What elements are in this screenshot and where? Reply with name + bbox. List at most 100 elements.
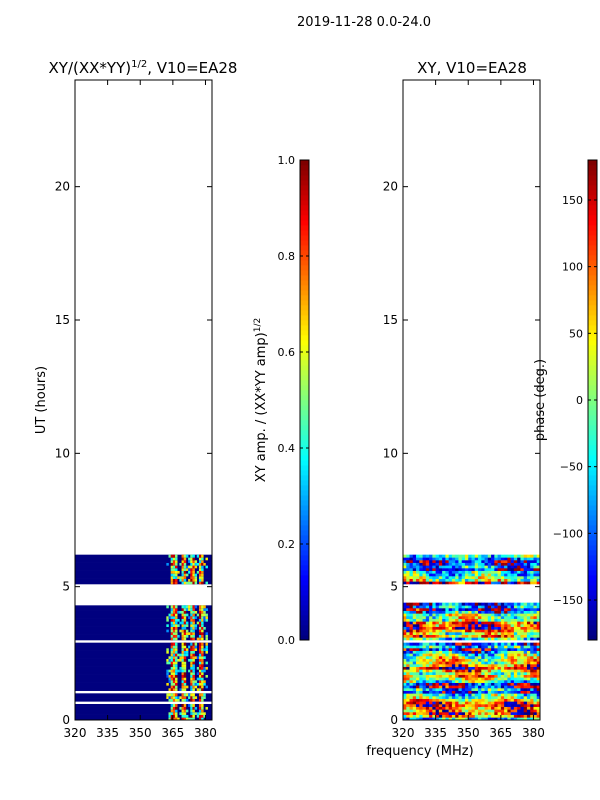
- heatmap-cell: [484, 645, 489, 649]
- heatmap-cell: [198, 626, 202, 630]
- heatmap-cell: [520, 642, 524, 646]
- heatmap-cell: [474, 712, 479, 715]
- heatmap-cell: [487, 573, 492, 577]
- heatmap-cell: [429, 616, 433, 619]
- heatmap-cell: [183, 616, 187, 619]
- heatmap-cell: [192, 672, 195, 675]
- heatmap-cell: [478, 626, 482, 630]
- heatmap-cell: [419, 610, 423, 614]
- heatmap-cell: [533, 661, 538, 665]
- heatmap-cell: [484, 613, 489, 617]
- heatmap-cell: [536, 626, 541, 630]
- heatmap-cell: [194, 578, 198, 582]
- heatmap-cell: [468, 618, 472, 622]
- heatmap-cell: [455, 624, 459, 627]
- heatmap-cell: [168, 717, 171, 721]
- heatmap-cell: [513, 688, 518, 691]
- heatmap-cell: [504, 680, 508, 683]
- heatmap-cell: [196, 688, 200, 691]
- colorbar-segment: [588, 315, 597, 321]
- heatmap-cell: [500, 709, 505, 713]
- heatmap-cell: [484, 677, 489, 681]
- heatmap-cell: [478, 608, 482, 611]
- heatmap-cell: [445, 608, 449, 611]
- heatmap-cell: [183, 576, 187, 579]
- heatmap-cell: [422, 573, 427, 577]
- heatmap-cell: [435, 677, 440, 681]
- heatmap-cell: [474, 669, 479, 673]
- heatmap-cell: [198, 658, 202, 662]
- heatmap-cell: [201, 653, 204, 657]
- heatmap-cell: [484, 581, 489, 585]
- heatmap-cell: [468, 613, 472, 617]
- heatmap-cell: [188, 717, 191, 721]
- heatmap-cell: [435, 717, 440, 721]
- heatmap-cell: [520, 568, 524, 571]
- heatmap-cell: [478, 578, 482, 582]
- colorbar-segment: [588, 340, 597, 346]
- heatmap-cell: [172, 581, 176, 585]
- heatmap-cell: [455, 578, 459, 582]
- heatmap-cell: [425, 568, 430, 571]
- heatmap-cell: [175, 704, 178, 707]
- heatmap-cell: [494, 642, 498, 646]
- heatmap-cell: [497, 624, 502, 627]
- heatmap-cell: [526, 557, 531, 561]
- heatmap-cell: [403, 565, 407, 569]
- heatmap-cell: [468, 658, 472, 662]
- heatmap-cell: [168, 674, 171, 678]
- heatmap-cell: [520, 613, 524, 617]
- heatmap-cell: [484, 685, 489, 689]
- heatmap-cell: [497, 690, 502, 694]
- heatmap-cell: [500, 581, 505, 585]
- heatmap-cell: [481, 568, 485, 571]
- heatmap-cell: [451, 653, 456, 657]
- heatmap-cell: [526, 688, 531, 691]
- heatmap-cell: [497, 613, 502, 617]
- heatmap-cell: [500, 621, 505, 625]
- heatmap-cell: [533, 634, 538, 638]
- heatmap-cell: [183, 712, 187, 715]
- heatmap-cell: [510, 685, 515, 689]
- heatmap-cell: [406, 613, 410, 617]
- heatmap-cell: [175, 650, 178, 654]
- heatmap-cell: [500, 616, 505, 619]
- heatmap-cell: [526, 642, 531, 646]
- heatmap-cell: [504, 661, 508, 665]
- x-tick-label: 380: [194, 726, 217, 740]
- heatmap-cell: [175, 573, 178, 577]
- amplitude-colorbar-gradient: [300, 160, 309, 641]
- heatmap-cell: [513, 608, 518, 611]
- colorbar-segment: [588, 165, 597, 171]
- heatmap-cell: [185, 648, 189, 651]
- heatmap-cell: [487, 560, 492, 563]
- colorbar-segment: [588, 220, 597, 226]
- heatmap-cell: [451, 581, 456, 585]
- heatmap-cell: [484, 712, 489, 715]
- heatmap-cell: [504, 610, 508, 614]
- heatmap-cell: [504, 562, 508, 566]
- heatmap-cell: [429, 685, 433, 689]
- heatmap-cell: [517, 704, 521, 707]
- colorbar-segment: [300, 540, 309, 546]
- heatmap-cell: [533, 602, 538, 606]
- heatmap-cell: [192, 570, 195, 574]
- heatmap-cell: [432, 650, 436, 654]
- heatmap-cell: [425, 608, 430, 611]
- heatmap-cell: [203, 693, 206, 697]
- heatmap-cell: [170, 562, 174, 566]
- heatmap-cell: [190, 696, 193, 699]
- heatmap-cell: [412, 632, 417, 635]
- heatmap-cell: [526, 613, 531, 617]
- heatmap-cell: [170, 682, 174, 686]
- heatmap-cell: [429, 680, 433, 683]
- heatmap-cell: [198, 613, 202, 617]
- heatmap-cell: [513, 618, 518, 622]
- heatmap-cell: [192, 624, 195, 627]
- heatmap-cell: [422, 581, 427, 585]
- colorbar-tick-label: 100: [562, 261, 583, 274]
- heatmap-cell: [412, 557, 417, 561]
- heatmap-cell: [478, 618, 482, 622]
- heatmap-cell: [203, 618, 206, 622]
- heatmap-cell: [175, 696, 178, 699]
